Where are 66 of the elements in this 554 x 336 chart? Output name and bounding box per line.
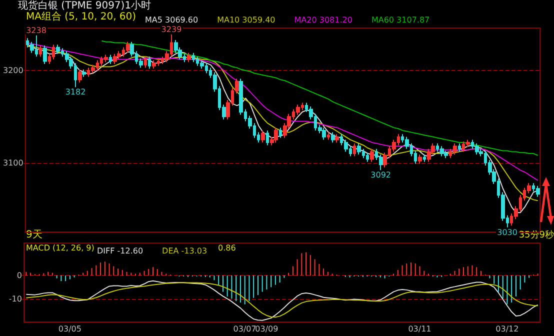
candlestick	[109, 54, 112, 64]
annotation: 3182	[65, 88, 86, 97]
annotation: 3092	[370, 170, 391, 180]
y-tick-label: 3100	[3, 158, 24, 168]
candlestick	[466, 139, 470, 148]
y-tick-label: 3200	[3, 66, 24, 75]
candlestick	[418, 154, 422, 164]
candlestick	[322, 127, 326, 140]
candlestick	[144, 56, 147, 68]
candlestick	[104, 54, 108, 63]
x-tick-label: 03/11	[408, 324, 432, 334]
annotation: 3238	[26, 26, 46, 35]
candlestick	[187, 52, 191, 63]
candlestick	[91, 64, 95, 74]
candlestick	[423, 154, 426, 162]
text: MA组合 (5, 10, 20, 60)	[26, 10, 136, 22]
candlestick	[536, 185, 540, 198]
candlestick	[357, 142, 361, 155]
annotation: 3030	[497, 228, 518, 237]
candlestick	[274, 127, 278, 143]
text: MA5 3069.60	[145, 16, 198, 24]
candlestick	[192, 52, 195, 63]
candlestick	[266, 130, 269, 146]
candlestick	[117, 50, 121, 60]
candlestick	[39, 45, 42, 58]
candlestick	[296, 104, 300, 116]
candlestick	[327, 132, 330, 140]
annotation: MACD (12, 26, 9)	[26, 244, 94, 252]
text: MA60 3107.87	[371, 16, 430, 24]
x-tick-label: 03/09	[255, 324, 278, 334]
candlestick	[440, 146, 444, 157]
candlestick	[366, 152, 369, 162]
candlestick	[56, 44, 60, 54]
candlestick	[370, 148, 374, 162]
text: DEA -13.03	[162, 246, 208, 256]
candlestick	[200, 60, 204, 70]
annotation: 0.86	[218, 244, 236, 252]
candlestick	[444, 150, 448, 159]
x-tick-label: 03/05	[58, 324, 82, 334]
candlestick	[453, 142, 457, 155]
text: DIFF -12.60	[97, 246, 144, 256]
line-series	[27, 42, 538, 181]
x-tick-label: 03/07	[233, 324, 256, 334]
candlestick	[82, 69, 86, 78]
text: MA10 3059.40	[217, 16, 276, 24]
x-tick-label: 03/12	[496, 324, 519, 334]
text: MA20 3081.20	[294, 16, 352, 24]
candlestick	[78, 69, 82, 83]
candlestick	[331, 132, 335, 143]
candlestick	[261, 130, 265, 143]
y-tick-label: 0	[16, 271, 22, 280]
candlestick	[475, 142, 479, 155]
candlestick	[279, 127, 282, 138]
candlestick	[126, 41, 130, 54]
y-tick-label: -10	[8, 294, 22, 304]
candlestick	[458, 142, 461, 152]
candlestick	[152, 60, 156, 70]
candlestick	[353, 142, 356, 157]
candlestick	[43, 45, 47, 64]
chart-title: 现货白银 (TPME 9097)1小时	[18, 0, 152, 12]
annotation: 3239	[161, 24, 182, 34]
line-series	[101, 40, 538, 156]
candlestick	[335, 134, 339, 143]
candlestick	[113, 53, 117, 64]
candlestick	[52, 44, 55, 60]
candlestick	[148, 56, 151, 70]
